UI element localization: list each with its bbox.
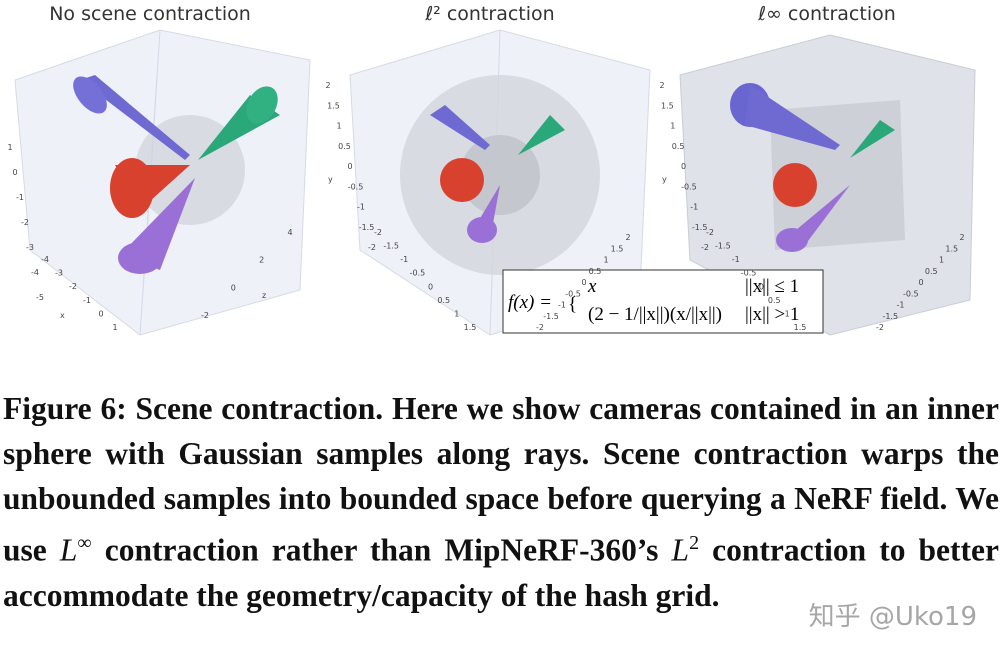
- caption-text: Here we show cameras contained in an inn…: [3, 391, 1000, 568]
- axis-tick-label: 1: [454, 309, 459, 318]
- axis-tick-label: 0: [759, 282, 764, 291]
- axis-tick-label: -2: [536, 323, 544, 332]
- caption-text: contraction rather than MipNeRF-360’s: [91, 532, 672, 568]
- axis-tick-label: -0.5: [903, 289, 919, 298]
- axis-tick-label: 1.5: [661, 101, 674, 110]
- axis-tick-label: 0.5: [437, 296, 450, 305]
- axis-label: y: [328, 175, 333, 184]
- axis-tick-label: -1: [732, 255, 740, 264]
- panel-title: ℓ∞ contraction: [757, 3, 896, 25]
- axis-label: x: [60, 311, 65, 320]
- axis-tick-label: -1: [16, 193, 24, 202]
- axis-tick-label: -2: [368, 243, 376, 252]
- math: ∞: [77, 532, 92, 554]
- math: L: [59, 532, 78, 568]
- axis-tick-label: 0: [581, 278, 586, 287]
- caption: Figure 6: Scene contraction. Here we sho…: [3, 386, 999, 618]
- axis-tick-label: 1.5: [945, 244, 958, 253]
- axis-tick-label: -4: [31, 268, 39, 277]
- panel-2-scene: [349, 29, 651, 336]
- panel-1-scene: [14, 29, 311, 336]
- axis-tick-label: -1: [690, 203, 698, 212]
- axis-tick-label: -1.5: [692, 223, 708, 232]
- axis-tick-label: 2: [959, 233, 964, 242]
- axis-tick-label: 2: [659, 81, 664, 90]
- axis-tick-label: 2: [625, 233, 630, 242]
- axis-tick-label: 1: [7, 143, 12, 152]
- figure: f(x) = { x ||x|| ≤ 1 (2 − 1/||x||)(x/||x…: [7, 3, 976, 336]
- axis-tick-label: -0.5: [741, 269, 757, 278]
- axis-tick-label: -1.5: [359, 223, 375, 232]
- formula-brace: {: [568, 294, 577, 315]
- formula-case: x: [587, 276, 597, 297]
- axis-tick-label: 0: [918, 278, 923, 287]
- axis-tick-label: -2: [201, 311, 209, 320]
- axis-tick-label: 0: [98, 309, 103, 318]
- panel-title: ℓ² contraction: [424, 3, 554, 25]
- axis-tick-label: -2: [876, 323, 884, 332]
- axis-tick-label: 0.5: [925, 267, 938, 276]
- axis-tick-label: -0.5: [681, 182, 697, 191]
- axis-label: y: [662, 175, 667, 184]
- axis-tick-label: -1: [558, 301, 566, 310]
- axis-tick-label: -0.5: [565, 289, 581, 298]
- axis-tick-label: 1: [939, 256, 944, 265]
- formula-condition: ||x|| ≤ 1: [745, 276, 799, 297]
- formula-condition: ||x|| > 1: [745, 304, 799, 325]
- axis-tick-label: -1: [357, 203, 365, 212]
- watermark: 知乎 @Uko19: [808, 602, 977, 632]
- axis-tick-label: 0: [681, 162, 686, 171]
- axis-tick-label: -2: [701, 243, 709, 252]
- axis-tick-label: -3: [26, 243, 34, 252]
- formula-case: (2 − 1/||x||)(x/||x||): [588, 304, 722, 325]
- math: 2: [689, 532, 700, 554]
- axis-label: z: [262, 291, 266, 300]
- axis-tick-label: 4: [287, 228, 292, 237]
- axis-tick-label: -5: [36, 293, 44, 302]
- axis-tick-label: -3: [55, 269, 63, 278]
- axis-tick-label: -0.5: [410, 269, 426, 278]
- axis-tick-label: 1: [603, 256, 608, 265]
- axis-tick-label: 1: [670, 122, 675, 131]
- axis-tick-label: -2: [374, 228, 382, 237]
- axis-tick-label: 0.5: [589, 267, 602, 276]
- caption-text: contraction to better accommodate the ge…: [3, 532, 999, 613]
- axis-tick-label: 0: [347, 162, 352, 171]
- axis-tick-label: -1.5: [715, 242, 731, 251]
- axis-tick-label: 1: [112, 323, 117, 332]
- axis-tick-label: -1: [897, 301, 905, 310]
- axis-tick-label: 2: [259, 256, 264, 265]
- formula-lhs: f(x) =: [508, 292, 552, 313]
- formula-box: [502, 269, 824, 334]
- axis-tick-label: 0.5: [338, 142, 351, 151]
- axis-tick-label: 1: [785, 309, 790, 318]
- axis-tick-label: -2: [21, 218, 29, 227]
- caption-label: Figure 6: Scene contraction.: [3, 391, 384, 426]
- axis-tick-label: 0.5: [672, 142, 685, 151]
- math: L: [671, 532, 690, 568]
- axis-tick-label: 1.5: [464, 323, 477, 332]
- axis-tick-label: -1: [83, 296, 91, 305]
- axis-tick-label: -2: [69, 282, 77, 291]
- axis-tick-label: 1: [336, 122, 341, 131]
- axis-tick-label: 2: [325, 81, 330, 90]
- axis-tick-label: -1.5: [543, 312, 559, 321]
- panel-title: No scene contraction: [49, 3, 251, 25]
- axis-tick-label: -0.5: [348, 182, 364, 191]
- axis-tick-label: 1.5: [611, 244, 624, 253]
- axis-tick-label: 0: [12, 168, 17, 177]
- axis-tick-label: -4: [41, 255, 49, 264]
- axis-tick-label: -1: [400, 255, 408, 264]
- axis-tick-label: -1.5: [882, 312, 898, 321]
- axis-tick-label: -2: [706, 228, 714, 237]
- axis-tick-label: 0.5: [768, 296, 781, 305]
- axis-tick-label: 0: [231, 283, 236, 292]
- axis-tick-label: 1.5: [327, 101, 340, 110]
- panel-3-scene: [679, 34, 976, 336]
- axis-tick-label: -1.5: [383, 242, 399, 251]
- axis-tick-label: 1.5: [794, 323, 807, 332]
- axis-tick-label: 0: [428, 282, 433, 291]
